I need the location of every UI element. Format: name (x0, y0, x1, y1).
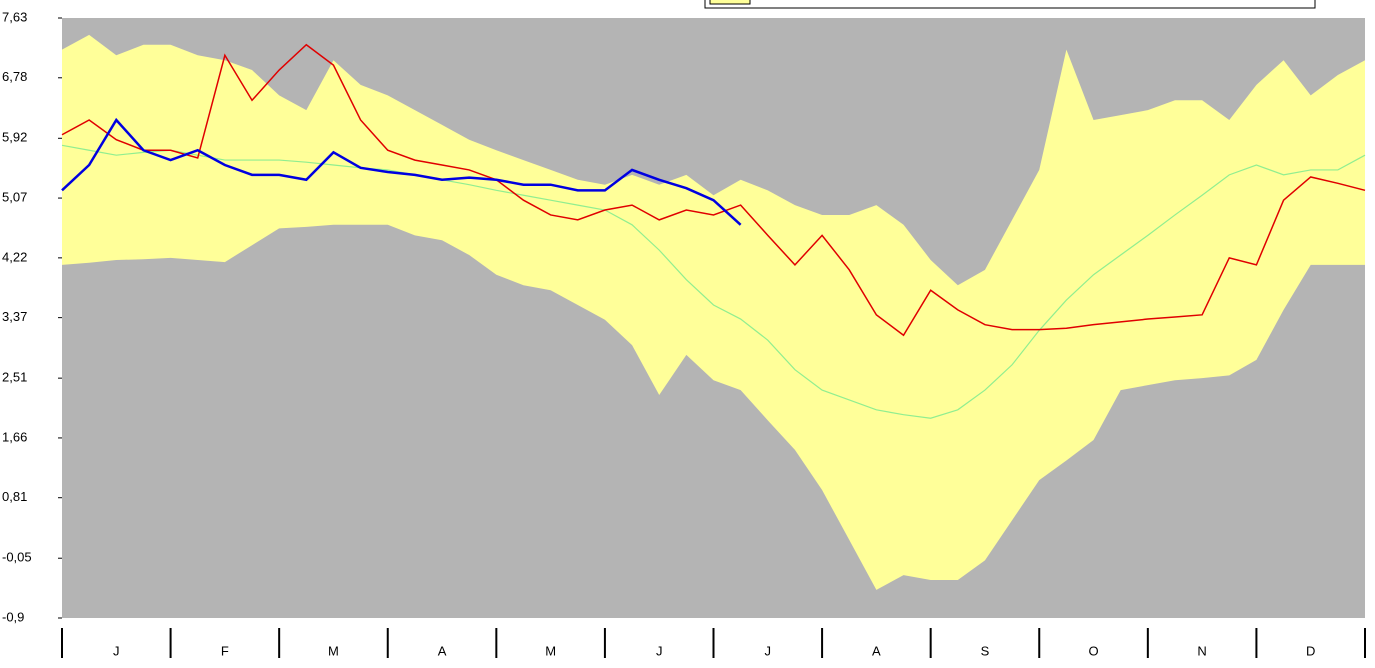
x-tick-label: F (221, 643, 229, 658)
x-tick-label: O (1088, 643, 1098, 658)
y-tick-label: 2,51 (2, 370, 27, 385)
y-tick-label: 5,07 (2, 190, 27, 205)
series-line (61, 43, 1366, 337)
series-line (61, 117, 742, 226)
series-line (61, 144, 1366, 419)
y-tick-label: 6,78 (2, 69, 27, 84)
x-tick-label: N (1197, 643, 1206, 658)
y-tick-label: -0,9 (2, 609, 24, 624)
x-tick-label: M (545, 643, 556, 658)
legend-box (704, 0, 1316, 9)
x-tick-label: J (656, 643, 663, 658)
y-tick-label: 1,66 (2, 429, 27, 444)
x-tick-label: D (1306, 643, 1315, 658)
x-tick-label: A (438, 643, 447, 658)
x-tick-label: J (113, 643, 120, 658)
y-tick-label: 5,92 (2, 130, 27, 145)
x-tick-label: M (328, 643, 339, 658)
y-tick-label: 7,63 (2, 9, 27, 24)
legend-swatch (709, 0, 751, 5)
y-tick-label: 4,22 (2, 249, 27, 264)
legend (704, 0, 1316, 9)
y-tick-label: 3,37 (2, 309, 27, 324)
range-band (62, 34, 1365, 590)
y-tick-label: 0,81 (2, 489, 27, 504)
y-tick-label: -0,05 (2, 550, 32, 565)
x-tick-label: S (981, 643, 990, 658)
x-tick-label: A (872, 643, 881, 658)
x-tick-label: J (765, 643, 772, 658)
